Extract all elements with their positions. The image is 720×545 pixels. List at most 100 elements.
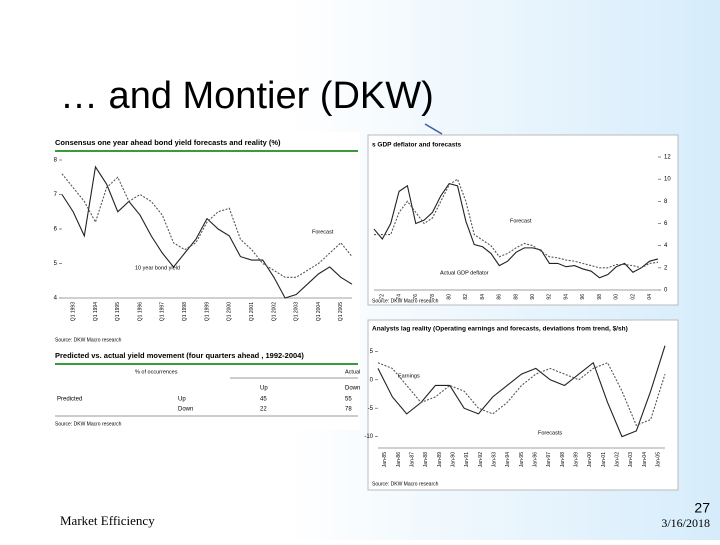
x-tick-label: Jan-88 (423, 452, 429, 468)
x-tick-label: Q1 2004 (316, 302, 322, 321)
x-tick-label: Jan-93 (491, 452, 497, 468)
annotation: Earnings (398, 373, 420, 379)
x-tick-label: Jan-94 (505, 452, 511, 468)
table-title: Predicted vs. actual yield movement (fou… (55, 351, 304, 360)
y-tick-label: 0 (664, 288, 668, 294)
x-tick-label: 86 (497, 294, 503, 300)
table-cell: 22 (260, 407, 267, 413)
table-cell: 55 (345, 397, 352, 403)
x-tick-label: Jan-99 (573, 452, 579, 468)
x-tick-label: Q1 1996 (137, 302, 143, 321)
y-tick-label: -5 (368, 406, 374, 412)
x-tick-label: 90 (530, 294, 536, 300)
x-tick-label: Q1 1997 (160, 302, 166, 321)
x-tick-label: 76 (413, 294, 419, 300)
x-tick-label: 84 (480, 294, 486, 300)
y-tick-label: 12 (664, 155, 671, 161)
y-tick-label: 5 (54, 261, 58, 267)
source: Source: DKW Macro research (55, 337, 122, 343)
x-tick-label: Jan-87 (409, 452, 415, 468)
figure-title: s GDP deflator and forecasts (372, 142, 461, 149)
y-tick-label: 10 (664, 177, 671, 183)
x-tick-label: Jan-86 (396, 452, 402, 468)
x-tick-label: 98 (597, 294, 603, 300)
annotation: Forecasts (538, 430, 562, 436)
series-line (377, 345, 666, 438)
x-tick-label: Q1 2003 (294, 302, 300, 321)
table-cell: Down (178, 407, 193, 413)
x-tick-label: Jan-95 (519, 452, 525, 468)
y-tick-label: 5 (370, 349, 374, 355)
x-tick-label: 74 (396, 294, 402, 300)
x-tick-label: 00 (614, 294, 620, 300)
source: Source: DKW Macro research (372, 481, 439, 487)
x-tick-label: Jan-04 (642, 452, 648, 468)
date: 3/16/2018 (661, 516, 710, 530)
x-tick-label: Jan-92 (478, 452, 484, 468)
table-cell: 45 (260, 397, 267, 403)
series-line (373, 182, 659, 279)
arrow (424, 123, 443, 135)
y-tick-label: 8 (54, 158, 58, 164)
series-line (374, 178, 659, 269)
x-tick-label: Q1 1993 (70, 302, 76, 321)
source: Source: DKW Macro research (55, 421, 122, 427)
annotation: Actual GDP deflator (440, 270, 489, 276)
x-tick-label: 80 (447, 294, 453, 300)
x-tick-label: 92 (547, 294, 553, 300)
x-tick-label: Jan-98 (560, 452, 566, 468)
y-tick-label: 6 (54, 227, 58, 233)
image-panel (367, 134, 679, 306)
figure-title: Consensus one year ahead bond yield fore… (55, 138, 281, 147)
x-tick-label: Jan-02 (614, 452, 620, 468)
x-tick-label: 04 (647, 294, 653, 300)
series-line (61, 173, 353, 278)
y-tick-label: -10 (364, 434, 373, 440)
x-tick-label: Q1 2001 (249, 302, 255, 321)
annotation: 10 year bond yield (135, 265, 180, 271)
table-row-group: Predicted (57, 397, 82, 403)
table-cell: 78 (345, 407, 352, 413)
x-tick-label: Q1 1995 (115, 302, 121, 321)
table-col: Down (345, 386, 360, 392)
image-panel (52, 132, 360, 430)
x-tick-label: Jan-89 (437, 452, 443, 468)
footer: Market Efficiency (60, 513, 155, 528)
table-col: Up (260, 386, 268, 392)
x-tick-label: 94 (563, 294, 569, 300)
table-unit: % of occurrences (135, 369, 178, 375)
x-tick-label: Jan-05 (655, 452, 661, 468)
x-tick-label: Jan-03 (628, 452, 634, 468)
y-tick-label: 7 (54, 192, 58, 198)
y-tick-label: 8 (664, 199, 668, 205)
x-tick-label: Q1 2000 (227, 302, 233, 321)
y-tick-label: 4 (54, 296, 58, 302)
table-col-group: Actual (345, 369, 360, 375)
slide-title: … and Montier (DKW) (60, 75, 434, 117)
y-tick-label: 6 (664, 221, 668, 227)
series-line (61, 165, 353, 299)
x-tick-label: Jan-00 (587, 452, 593, 468)
x-tick-label: Jan-85 (382, 452, 388, 468)
x-tick-label: 02 (630, 294, 636, 300)
x-tick-label: Jan-96 (532, 452, 538, 468)
x-tick-label: Q1 1998 (182, 302, 188, 321)
x-tick-label: Jan-97 (546, 452, 552, 468)
image-panel (367, 319, 679, 491)
x-tick-label: Q1 1999 (204, 302, 210, 321)
x-tick-label: Q1 2005 (338, 302, 344, 321)
x-tick-label: 72 (380, 294, 386, 300)
x-tick-label: 88 (513, 294, 519, 300)
figure-title: Analysts lag reality (Operating earnings… (372, 326, 628, 333)
x-tick-label: Jan-90 (450, 452, 456, 468)
x-tick-label: Q1 2002 (271, 302, 277, 321)
y-tick-label: 0 (370, 377, 374, 383)
annotation: Forecast (312, 229, 334, 235)
x-tick-label: 82 (463, 294, 469, 300)
source: Source: DKW Macro research (372, 298, 439, 304)
page-number: 27 (694, 500, 710, 516)
y-tick-label: 2 (664, 265, 668, 271)
x-tick-label: 96 (580, 294, 586, 300)
